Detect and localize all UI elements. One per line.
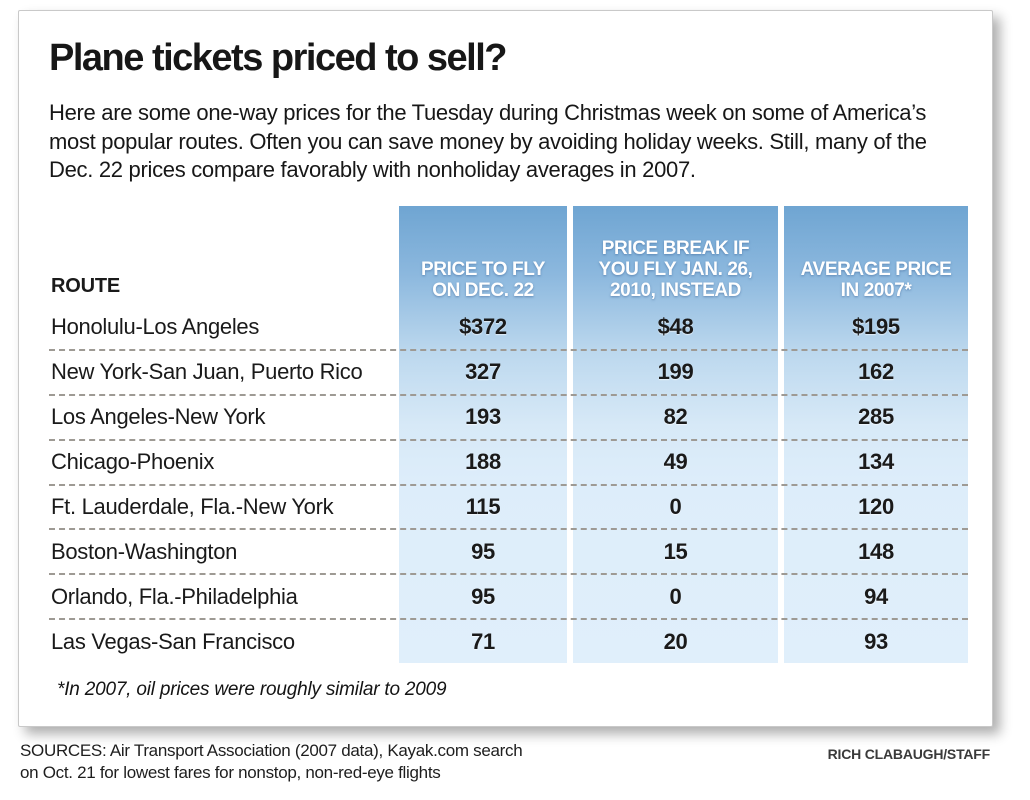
price-dec22-cell: 188 (465, 449, 501, 475)
table-row: New York-San Juan, Puerto Rico 327 199 1… (49, 348, 968, 394)
route-cell: Honolulu-Los Angeles (51, 314, 260, 340)
price-avg2007-cell: 148 (858, 538, 894, 564)
route-cell: Ft. Lauderdale, Fla.-New York (51, 493, 334, 519)
table-row: Las Vegas-San Francisco 71 20 93 (49, 618, 968, 663)
route-cell: Las Vegas-San Francisco (51, 628, 295, 654)
table-row: Boston-Washington 95 15 148 (49, 528, 968, 573)
price-jan26-cell: 82 (663, 404, 688, 430)
table-row: Ft. Lauderdale, Fla.-New York 115 0 120 (49, 483, 968, 529)
column-background-jan26 (573, 206, 778, 663)
table-row: Los Angeles-New York 193 82 285 (49, 393, 968, 439)
table-body: Honolulu-Los Angeles $372 $48 $195 New Y… (49, 306, 968, 663)
price-avg2007-cell: 134 (858, 449, 894, 475)
column-header-jan26: PRICE BREAK IF YOU FLY JAN. 26, 2010, IN… (598, 238, 753, 301)
price-avg2007-cell: 94 (864, 583, 888, 609)
price-jan26-cell: 15 (663, 538, 688, 564)
table-row: Orlando, Fla.-Philadelphia 95 0 94 (49, 573, 968, 618)
table-row: Chicago-Phoenix 188 49 134 (49, 438, 968, 484)
page-title: Plane tickets priced to sell? (49, 37, 508, 79)
price-jan26-cell: 20 (663, 628, 688, 654)
price-dec22-cell: 115 (465, 493, 501, 519)
price-table: ROUTE PRICE TO FLY ON DEC. 22 PRICE BREA… (49, 206, 968, 663)
price-dec22-cell: 193 (465, 404, 501, 430)
route-column-header: ROUTE (51, 275, 121, 297)
price-avg2007-cell: $195 (852, 314, 900, 340)
column-background-avg2007 (784, 206, 968, 663)
route-cell: Los Angeles-New York (51, 404, 266, 430)
price-jan26-cell: 49 (663, 449, 688, 475)
route-cell: New York-San Juan, Puerto Rico (51, 359, 363, 385)
credit-text: RICH CLABAUGH/STAFF (827, 746, 991, 762)
footnote-text: *In 2007, oil prices were roughly simila… (57, 679, 447, 700)
column-header-avg2007: AVERAGE PRICE IN 2007* (800, 259, 952, 301)
price-avg2007-cell: 93 (864, 628, 888, 654)
price-dec22-cell: 95 (471, 538, 495, 564)
route-cell: Chicago-Phoenix (51, 449, 215, 475)
intro-text: Here are some one-way prices for the Tue… (49, 100, 927, 182)
price-dec22-cell: 71 (471, 628, 495, 654)
price-dec22-cell: 327 (465, 359, 501, 385)
price-jan26-cell: $48 (657, 314, 694, 340)
route-cell: Boston-Washington (51, 538, 238, 564)
sources-text: SOURCES: Air Transport Association (2007… (20, 741, 523, 782)
infographic-panel: Plane tickets priced to sell? Here are s… (18, 10, 993, 727)
route-cell: Orlando, Fla.-Philadelphia (51, 583, 298, 609)
price-avg2007-cell: 285 (858, 404, 894, 430)
price-jan26-cell: 199 (657, 359, 694, 385)
price-dec22-cell: 95 (471, 583, 495, 609)
table-header-row: ROUTE PRICE TO FLY ON DEC. 22 PRICE BREA… (49, 206, 968, 306)
column-background-dec22 (399, 206, 567, 663)
price-jan26-cell: 0 (669, 583, 682, 609)
price-jan26-cell: 0 (669, 493, 682, 519)
column-header-dec22: PRICE TO FLY ON DEC. 22 (420, 259, 545, 301)
table-row: Honolulu-Los Angeles $372 $48 $195 (49, 306, 968, 349)
price-avg2007-cell: 120 (858, 493, 894, 519)
price-avg2007-cell: 162 (858, 359, 894, 385)
price-dec22-cell: $372 (459, 314, 507, 340)
